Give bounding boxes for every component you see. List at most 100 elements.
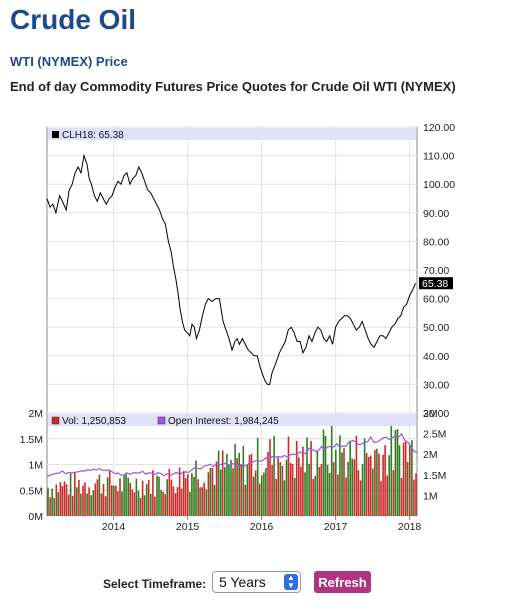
volume-bar [193,476,195,516]
price-tick-label: 70.00 [423,265,449,277]
volume-bar [404,441,407,516]
volume-bar [411,440,413,516]
volume-bar [123,474,125,516]
subtitle-link[interactable]: WTI (NYMEX) Price [10,54,128,69]
volume-tick-label: 1M [28,460,43,472]
volume-bar [49,497,51,516]
volume-bar [386,475,388,516]
volume-bar [308,463,310,516]
price-tick-label: 50.00 [423,322,449,334]
x-tick-label: 2018 [398,521,422,530]
volume-bar [232,468,234,516]
volume-bar [337,474,339,516]
volume-bar [209,467,212,516]
volume-bar [219,469,222,516]
volume-bar [160,489,162,516]
volume-panel: 0M 0.5M 1M 1.5M 2M 1M 1.5M 2M 2.5M 3M Vol: 1,250,8… [20,408,447,523]
volume-bar [374,449,376,516]
volume-bar [314,475,316,516]
oi-legend-swatch [157,416,166,425]
volume-bar [131,489,134,516]
volume-bar [145,484,148,516]
volume-bar [170,479,173,516]
volume-bar [61,486,64,516]
volume-bar [339,435,341,516]
volume-bar [402,442,405,516]
volume-bar [376,448,378,516]
volume-bar [205,489,208,516]
oi-tick-label: 2M [423,449,438,461]
volume-bar [94,483,97,516]
volume-bar [267,451,269,516]
volume-tick-label: 1.5M [20,434,43,446]
volume-bar [71,495,74,516]
volume-bar [345,477,347,516]
volume-bar [269,439,271,516]
volume-bar [108,469,111,516]
volume-bar [182,471,185,516]
volume-bar [287,436,290,516]
volume-bar [273,435,275,516]
volume-bar [230,459,232,516]
volume-bar [119,478,121,516]
volume-bar [306,437,308,516]
volume-bar [234,443,236,516]
volume-bar [69,473,72,516]
page-description: End of day Commodity Futures Price Quote… [10,79,456,94]
volume-bar [312,478,314,516]
volume-bar [326,464,329,516]
volume-bar [143,495,146,516]
timeframe-select[interactable]: 5 Years ▲ ▼ [212,571,301,593]
volume-bar [65,484,68,516]
price-tick-label: 40.00 [423,351,449,363]
volume-bar [189,491,191,516]
volume-bar [59,482,62,516]
volume-bar [250,453,253,516]
volume-bar [96,479,99,516]
volume-bar [217,450,220,516]
volume-bar [324,436,327,516]
volume-bar [279,462,282,516]
volume-bar [378,453,380,516]
oi-legend-text: Open Interest: 1,984,245 [168,416,279,427]
volume-bar [330,425,333,516]
volume-bar [104,496,107,516]
volume-bar [88,487,90,516]
volume-bar [392,470,395,516]
oi-tick-label: 2.5M [423,429,446,441]
volume-bar [240,464,242,516]
price-tick-label: 80.00 [423,236,449,248]
price-tick-label: 110.00 [423,151,454,163]
volume-bar [57,492,60,516]
volume-bar [388,455,390,516]
volume-bar [127,477,129,516]
volume-bar [152,470,154,516]
volume-bar [256,437,259,516]
volume-bar [211,468,214,516]
volume-bar [283,480,286,516]
volume-bar [226,453,228,516]
volume-bar [106,477,109,516]
volume-bar [82,485,84,516]
volume-bar [369,455,372,516]
volume-bar [84,482,86,516]
volume-bar [90,495,92,516]
volume-bar [357,470,360,516]
volume-bar [221,450,224,516]
volume-bar [396,429,399,516]
volume-bar [304,472,306,516]
volume-bar [365,453,368,516]
volume-bar [113,485,115,516]
volume-bar [174,493,177,516]
refresh-button[interactable]: Refresh [314,571,371,593]
volume-bar [162,491,164,516]
volume-bar [180,488,183,516]
volume-bar [353,459,356,516]
volume-tick-label: 0M [28,511,43,523]
volume-bar [384,445,386,516]
volume-bar [203,482,205,516]
volume-bar [293,477,296,516]
volume-bar [168,468,171,516]
volume-bar [322,429,325,516]
volume-bar [328,473,331,516]
